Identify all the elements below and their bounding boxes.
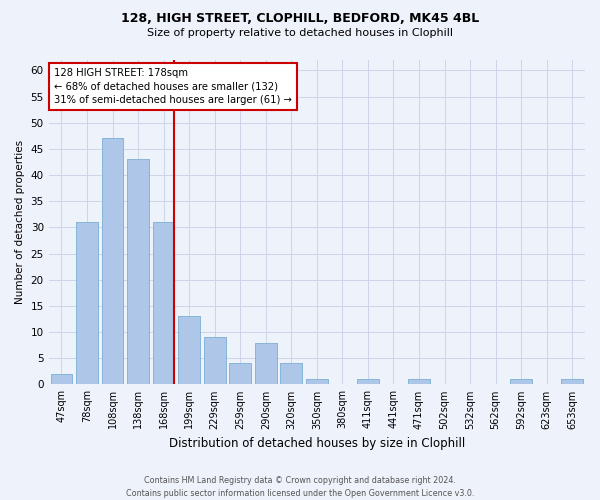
Bar (408, 379, 430, 384)
Text: Size of property relative to detached houses in Clophill: Size of property relative to detached ho… (147, 28, 453, 38)
X-axis label: Distribution of detached houses by size in Clophill: Distribution of detached houses by size … (169, 437, 465, 450)
Bar (280, 364, 302, 384)
Bar (204, 338, 226, 384)
Bar (178, 316, 200, 384)
Y-axis label: Number of detached properties: Number of detached properties (15, 140, 25, 304)
Bar (101, 138, 124, 384)
Bar (255, 342, 277, 384)
Bar (306, 379, 328, 384)
Bar (357, 379, 379, 384)
Bar (127, 160, 149, 384)
Bar (76, 222, 98, 384)
Bar (229, 364, 251, 384)
Bar (510, 379, 532, 384)
Bar (562, 379, 583, 384)
Bar (153, 222, 175, 384)
Text: 128 HIGH STREET: 178sqm
← 68% of detached houses are smaller (132)
31% of semi-d: 128 HIGH STREET: 178sqm ← 68% of detache… (54, 68, 292, 104)
Text: Contains HM Land Registry data © Crown copyright and database right 2024.
Contai: Contains HM Land Registry data © Crown c… (126, 476, 474, 498)
Bar (50, 374, 72, 384)
Text: 128, HIGH STREET, CLOPHILL, BEDFORD, MK45 4BL: 128, HIGH STREET, CLOPHILL, BEDFORD, MK4… (121, 12, 479, 26)
